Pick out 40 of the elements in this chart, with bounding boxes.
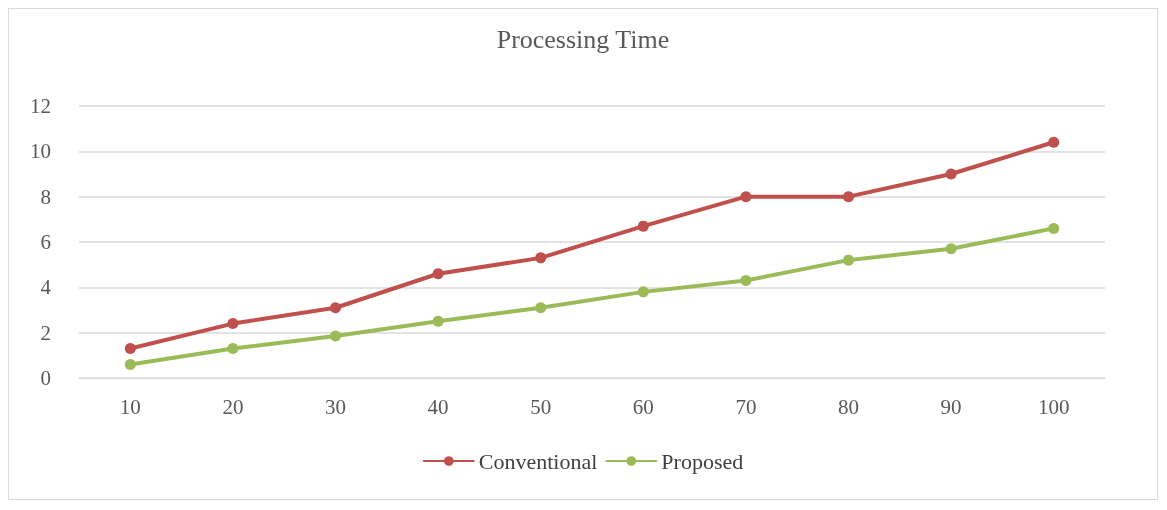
y-tick-label: 0	[40, 366, 51, 390]
point	[227, 318, 239, 330]
chart-title: Processing Time	[496, 24, 670, 54]
legend-label: Conventional	[478, 448, 598, 474]
point	[330, 302, 341, 314]
x-tick-label: 10	[119, 394, 141, 419]
y-tick-label: 6	[40, 230, 51, 254]
point	[432, 315, 444, 327]
y-tick-label: 2	[40, 320, 51, 345]
x-tick-label: 50	[530, 394, 552, 419]
point	[843, 254, 854, 266]
point	[432, 268, 444, 280]
x-tick-label: 90	[940, 394, 962, 419]
x-tick-label: 100	[1037, 394, 1070, 419]
x-tick-label: 30	[325, 394, 346, 419]
point	[945, 168, 957, 180]
point	[535, 252, 547, 264]
x-tick-label: 70	[735, 394, 757, 419]
x-tick-label: 20	[222, 394, 244, 419]
y-tick-label: 8	[40, 184, 51, 209]
point	[843, 191, 854, 203]
point	[330, 330, 341, 342]
point	[124, 358, 136, 370]
x-tick-label: 60	[632, 394, 654, 419]
point	[1048, 222, 1060, 234]
x-tick-label: 80	[838, 394, 859, 419]
y-tick-label: 12	[30, 94, 51, 118]
y-tick-label: 10	[30, 139, 51, 164]
y-tick-label: 4	[40, 275, 52, 300]
point	[1048, 136, 1060, 148]
point	[124, 343, 136, 355]
point	[637, 286, 649, 298]
point	[535, 302, 547, 314]
point	[740, 275, 752, 287]
point	[740, 191, 752, 203]
legend-label: Proposed	[661, 448, 744, 474]
point	[637, 220, 649, 232]
point	[945, 243, 957, 255]
x-tick-label: 40	[427, 394, 449, 419]
point	[227, 343, 239, 355]
